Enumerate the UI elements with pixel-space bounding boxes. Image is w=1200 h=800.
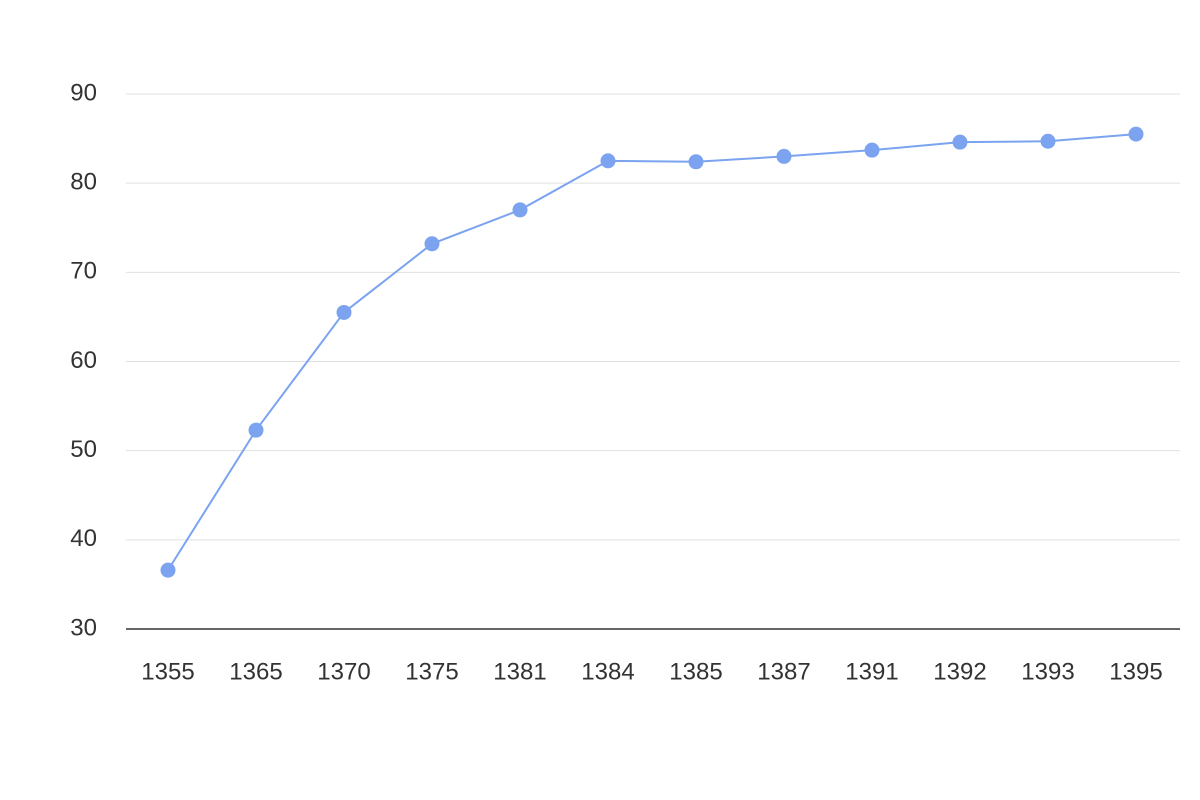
data-point — [424, 236, 440, 252]
data-point — [1128, 126, 1144, 142]
data-point — [336, 304, 352, 320]
x-tick-label: 1392 — [933, 658, 986, 685]
x-tick-label: 1370 — [317, 658, 370, 685]
y-tick-label: 90 — [70, 79, 97, 106]
x-tick-label: 1365 — [229, 658, 282, 685]
data-point — [776, 148, 792, 164]
y-tick-label: 30 — [70, 614, 97, 641]
x-tick-label: 1381 — [493, 658, 546, 685]
data-point — [1040, 133, 1056, 149]
x-tick-label: 1355 — [141, 658, 194, 685]
x-tick-label: 1393 — [1021, 658, 1074, 685]
data-point — [864, 142, 880, 158]
y-tick-label: 50 — [70, 436, 97, 463]
data-point — [952, 134, 968, 150]
data-point — [248, 422, 264, 438]
x-tick-label: 1385 — [669, 658, 722, 685]
series-line — [167, 133, 1137, 571]
y-tick-label: 40 — [70, 525, 97, 552]
y-tick-label: 70 — [70, 258, 97, 285]
x-tick-label: 1375 — [405, 658, 458, 685]
data-point — [688, 154, 704, 170]
data-point — [600, 153, 616, 169]
data-point — [160, 562, 176, 578]
x-tick-label: 1387 — [757, 658, 810, 685]
x-tick-label: 1395 — [1109, 658, 1162, 685]
x-tick-label: 1384 — [581, 658, 634, 685]
x-tick-label: 1391 — [845, 658, 898, 685]
y-tick-label: 60 — [70, 347, 97, 374]
data-point — [512, 202, 528, 218]
y-tick-label: 80 — [70, 169, 97, 196]
